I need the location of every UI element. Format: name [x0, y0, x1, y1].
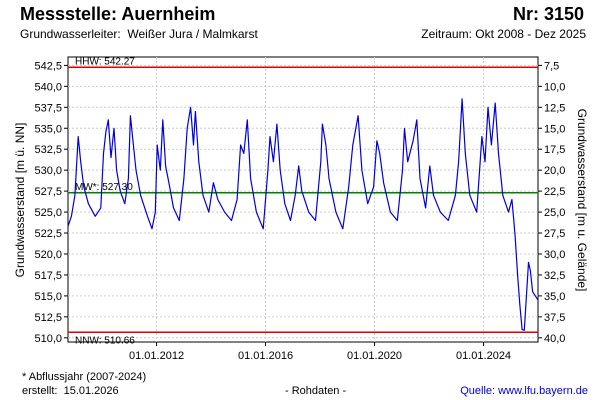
created-info: erstellt: 15.01.2026	[22, 385, 119, 397]
y-tick-label: 537,5	[34, 102, 62, 114]
page-title: Messstelle: Auernheim	[20, 4, 216, 24]
y-tick-label: 542,5	[34, 60, 62, 72]
y2-tick-label: 32,5	[544, 270, 565, 282]
footnote: * Abflussjahr (2007-2024)	[22, 371, 147, 383]
y-tick-label: 510,0	[34, 333, 62, 345]
y-tick-label: 525,0	[34, 207, 62, 219]
y2-tick-label: 10,0	[544, 81, 565, 93]
created-date: 15.01.2026	[63, 385, 119, 397]
y2-tick-label: 15,0	[544, 123, 565, 135]
y-tick-label: 540,0	[34, 81, 62, 93]
y2-tick-label: 40,0	[544, 333, 565, 345]
x-tick-label: 01.01.2012	[129, 350, 184, 362]
reference-label: NNW: 510.66	[75, 335, 135, 346]
period-info: Zeitraum: Okt 2008 - Dez 2025	[421, 27, 586, 41]
series-group	[67, 98, 539, 331]
y-tick-label: 515,0	[34, 291, 62, 303]
x-tick-label: 01.01.2024	[456, 350, 511, 362]
x-tick-label: 01.01.2020	[347, 350, 402, 362]
y2-tick-label: 17,5	[544, 144, 565, 156]
y2-tick-label: 37,5	[544, 312, 565, 324]
y2-tick-label: 25,0	[544, 207, 565, 219]
y-tick-label: 530,0	[34, 165, 62, 177]
y-tick-label: 532,5	[34, 144, 62, 156]
y-tick-label: 522,5	[34, 228, 62, 240]
y-tick-label: 512,5	[34, 312, 62, 324]
y2-tick-label: 12,5	[544, 102, 565, 114]
station-number: Nr: 3150	[512, 4, 584, 24]
y-axis-left: 510,0 512,5 515,0 517,5 520,0 522,5 525,0 527,5…	[34, 60, 68, 345]
y2-tick-label: 7,5	[544, 60, 559, 72]
y-tick-label: 520,0	[34, 249, 62, 261]
y-tick-label: 517,5	[34, 270, 62, 282]
x-axis: 01.01.2012 01.01.2016 01.01.2020 01.01.2024	[129, 342, 511, 362]
y2-axis-title: Grundwasserstand [m u. Gelände]	[575, 109, 589, 292]
aquifer-label: Grundwasserleiter:	[20, 27, 121, 41]
reference-lines: HHW: 542.27 MW*: 527.30 NNW: 510.66	[68, 56, 538, 346]
x-tick-label: 01.01.2016	[238, 350, 293, 362]
grid-lines	[68, 57, 538, 342]
y-tick-label: 535,0	[34, 123, 62, 135]
reference-label: MW*: 527.30	[75, 182, 133, 193]
y-axis-title: Grundwasserstand [m ü. NN]	[13, 123, 27, 278]
aquifer-value: Weißer Jura / Malmkarst	[127, 27, 258, 41]
reference-label: HHW: 542.27	[75, 56, 135, 67]
series-line	[67, 98, 539, 331]
y2-tick-label: 27,5	[544, 228, 565, 240]
y2-tick-label: 35,0	[544, 291, 565, 303]
created-label: erstellt:	[22, 385, 58, 397]
y-tick-label: 527,5	[34, 186, 62, 198]
raw-data-note: - Rohdaten -	[285, 385, 347, 397]
y2-tick-label: 20,0	[544, 165, 565, 177]
y-axis-right: 40,0 37,5 35,0 32,5 30,0 27,5 25,0 22,5 20,0 17,5…	[538, 60, 565, 345]
y2-tick-label: 30,0	[544, 249, 565, 261]
source-link[interactable]: Quelle: www.lfu.bayern.de	[460, 385, 588, 397]
y2-tick-label: 22,5	[544, 186, 565, 198]
aquifer-info: Grundwasserleiter: Weißer Jura / Malmkar…	[20, 27, 258, 41]
plot-area	[67, 56, 539, 343]
